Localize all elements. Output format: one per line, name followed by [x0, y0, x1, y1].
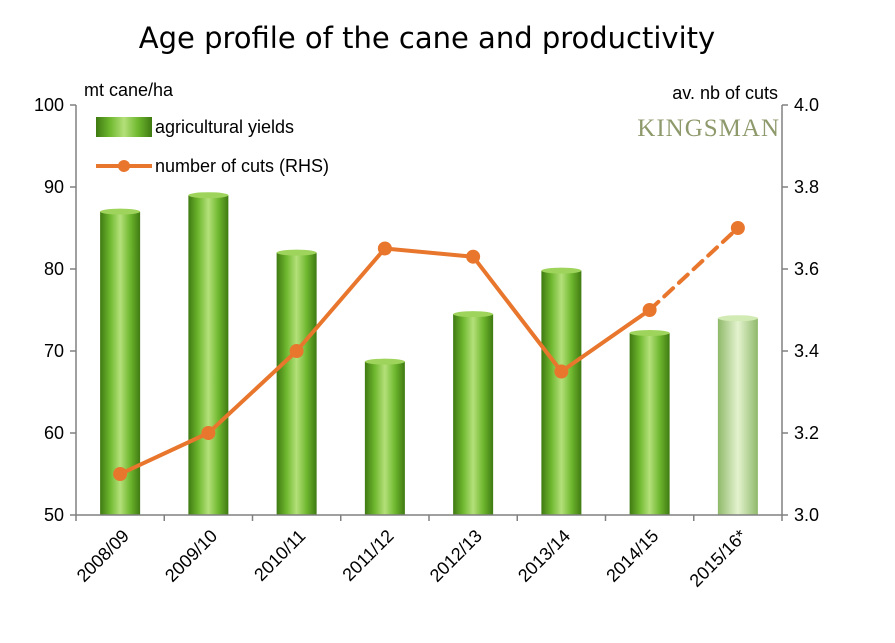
line-segment-5 [559, 308, 652, 374]
x-tick-label-2013/14: 2013/14 [514, 526, 574, 586]
left-tick-label-60: 60 [44, 423, 64, 443]
bar-2009/10 [188, 195, 229, 515]
bar-2011/12 [364, 361, 405, 515]
bar-top-2008/09 [100, 208, 141, 215]
left-tick-label-100: 100 [34, 95, 64, 115]
left-axis-title: mt cane/ha [84, 80, 174, 100]
chart-title: Age profile of the cane and productivity [139, 21, 715, 55]
line-segment-4 [471, 254, 564, 374]
x-tick-label-2015/16*: 2015/16* [686, 526, 751, 591]
bar-top-2014/15 [629, 329, 670, 336]
right-tick-label-3.6: 3.6 [794, 259, 819, 279]
line-segment-1 [206, 349, 299, 435]
brand-logo-text: KINGSMAN [637, 115, 780, 142]
bar-2012/13 [453, 314, 494, 515]
x-tick-label-2014/15: 2014/15 [602, 526, 662, 586]
left-tick-label-70: 70 [44, 341, 64, 361]
bar-top-2015/16* [717, 315, 758, 322]
line-segment-3 [382, 246, 476, 259]
line-segment-0 [118, 431, 211, 476]
right-tick-label-3.2: 3.2 [794, 423, 819, 443]
bars-layer [100, 192, 758, 515]
left-tick-label-90: 90 [44, 177, 64, 197]
x-tick-label-2010/11: 2010/11 [250, 526, 309, 585]
line-point-2013/14 [554, 364, 569, 379]
bar-2015/16* [717, 318, 758, 515]
right-tick-label-3.0: 3.0 [794, 505, 819, 525]
x-tick-label-2008/09: 2008/09 [73, 526, 133, 586]
line-point-2014/15 [642, 303, 657, 317]
legend: agricultural yields number of cuts (RHS) [96, 117, 329, 176]
line-layer [113, 221, 745, 481]
bar-2013/14 [541, 270, 582, 515]
x-axis-ticks: 2008/09 2009/10 2010/11 2011/12 2012/13 2013/… [73, 515, 783, 591]
bar-top-2010/11 [276, 249, 317, 256]
line-point-2012/13 [466, 249, 481, 264]
bar-top-2012/13 [453, 311, 494, 318]
x-tick-label-2012/13: 2012/13 [426, 526, 486, 586]
right-tick-label-3.8: 3.8 [794, 177, 819, 197]
bar-top-2011/12 [364, 358, 405, 365]
bar-top-2009/10 [188, 192, 229, 199]
legend-label-cuts: number of cuts (RHS) [155, 156, 329, 176]
line-point-2008/09 [113, 467, 128, 481]
line-point-2015/16* [730, 221, 745, 235]
legend-label-yields: agricultural yields [155, 117, 294, 137]
legend-line-marker [118, 160, 130, 172]
bar-top-2013/14 [541, 267, 582, 274]
line-point-2011/12 [377, 241, 392, 256]
right-axis-ticks: 3.0 3.2 3.4 3.6 3.8 4.0 [782, 95, 819, 525]
line-segment-6 [647, 226, 740, 312]
bar-2014/15 [629, 332, 670, 515]
line-point-2009/10 [201, 426, 216, 440]
x-tick-label-2011/12: 2011/12 [338, 526, 397, 585]
right-tick-label-4.0: 4.0 [794, 95, 819, 115]
x-tick-label-2009/10: 2009/10 [161, 526, 221, 586]
line-segment-2 [294, 246, 387, 353]
bar-2008/09 [100, 211, 141, 515]
legend-bar-swatch [96, 117, 152, 137]
right-tick-label-3.4: 3.4 [794, 341, 819, 361]
left-axis-ticks: 50 60 70 80 90 100 [34, 95, 76, 525]
left-tick-label-80: 80 [44, 259, 64, 279]
right-axis-title: av. nb of cuts [672, 83, 778, 103]
left-tick-label-50: 50 [44, 505, 64, 525]
bar-2010/11 [276, 252, 317, 515]
line-point-2010/11 [289, 344, 304, 358]
